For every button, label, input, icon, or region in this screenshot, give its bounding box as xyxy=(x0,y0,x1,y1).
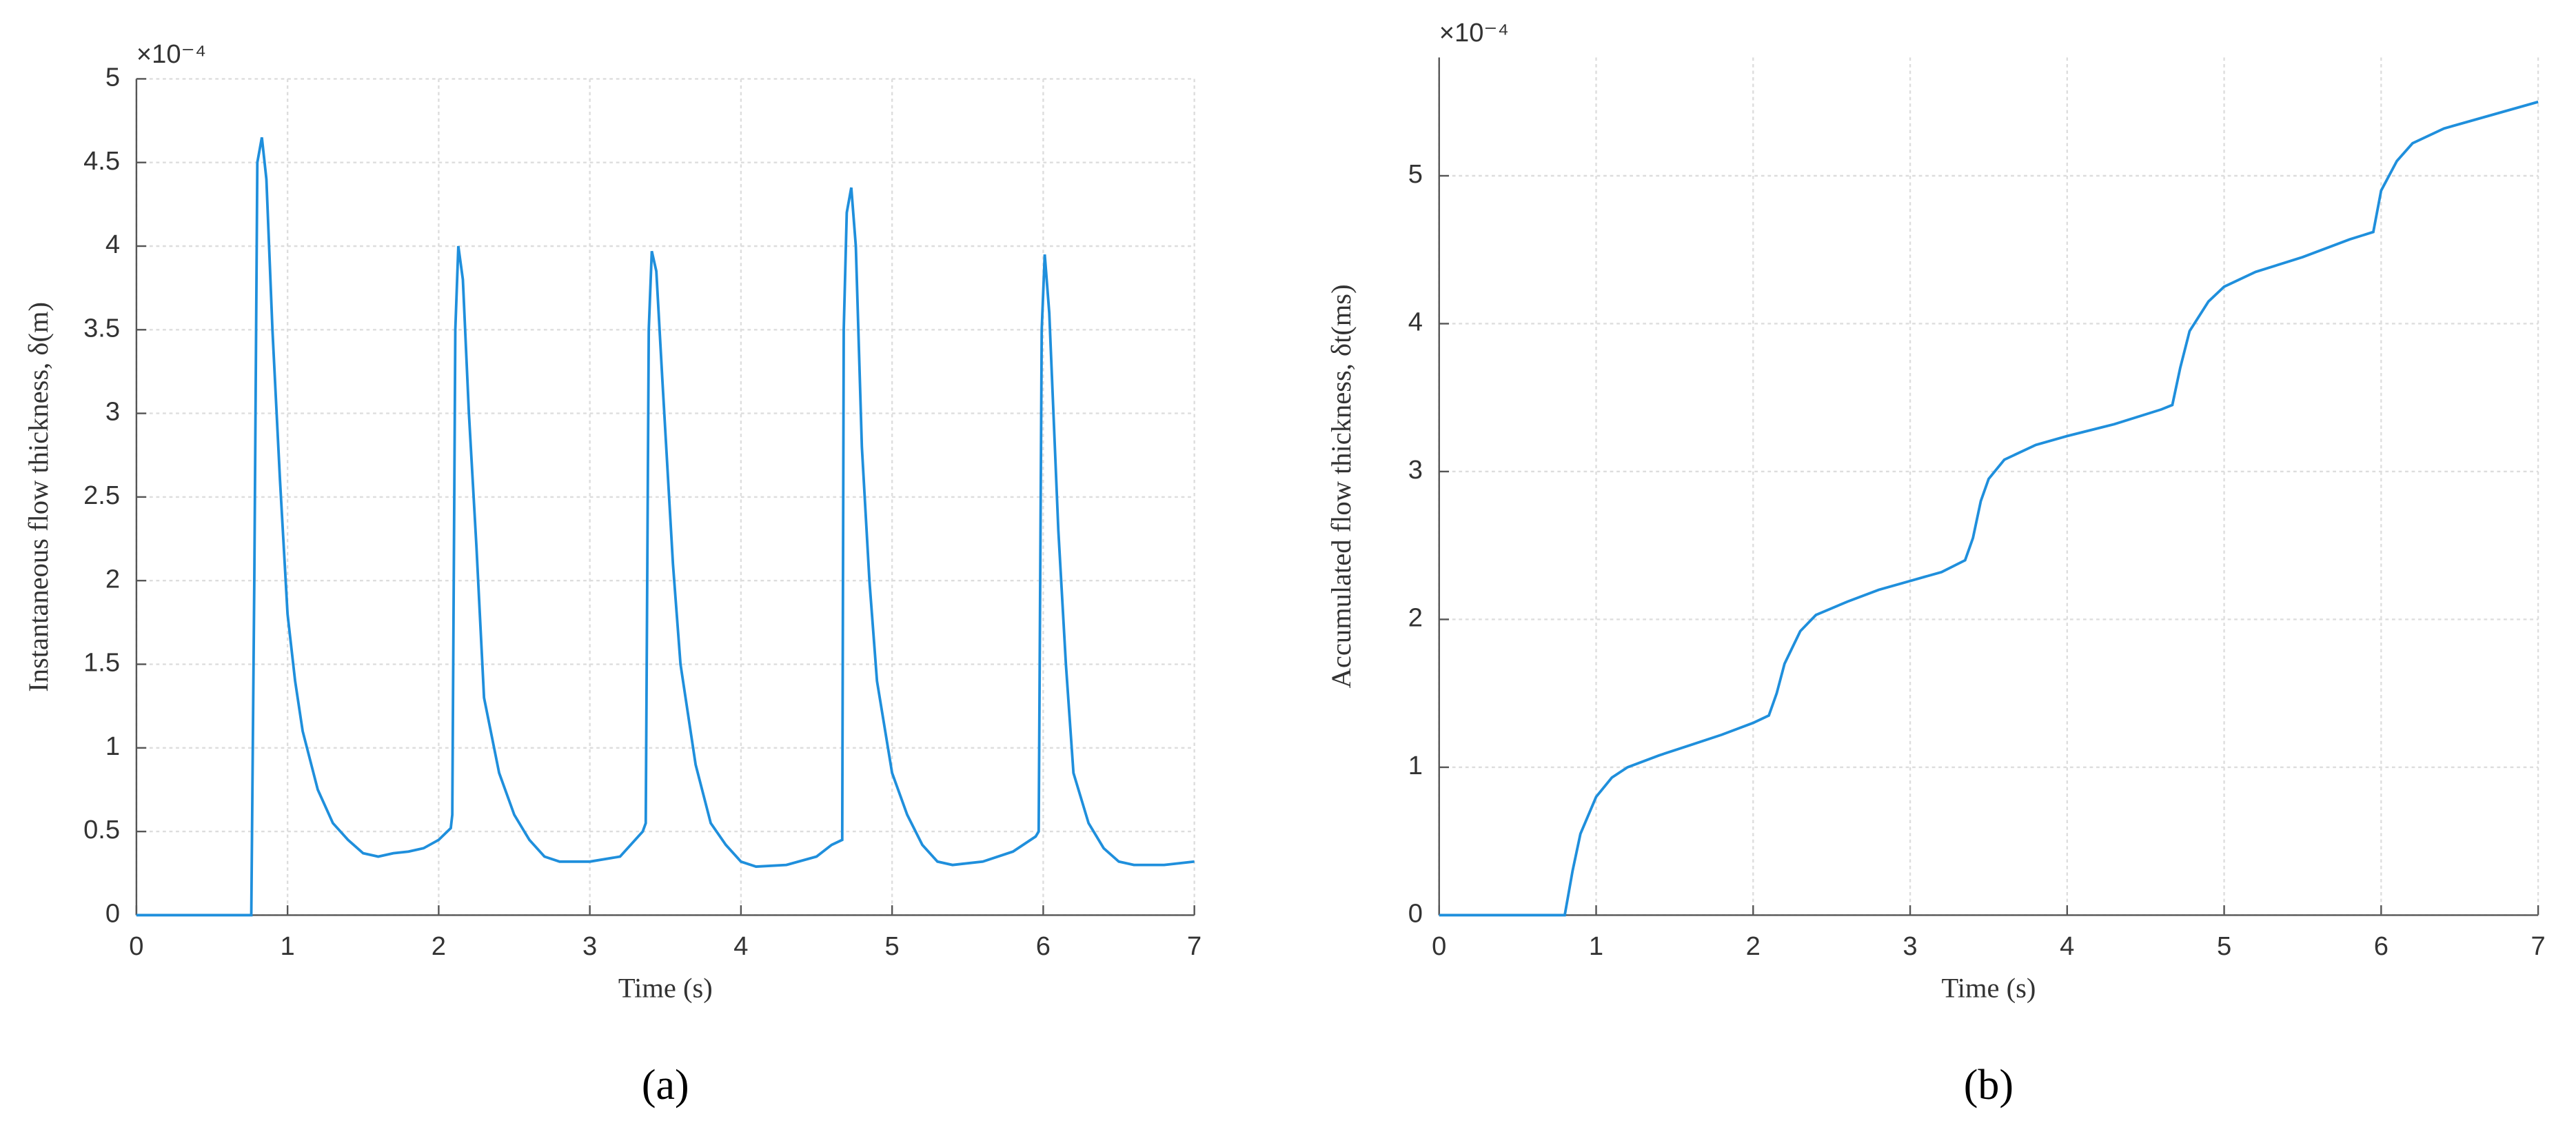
x-tick-label: 5 xyxy=(885,931,900,961)
x-tick-label: 1 xyxy=(281,931,295,961)
y-tick-label: 0 xyxy=(1408,899,1423,929)
y-tick-label: 1 xyxy=(105,731,120,761)
y-axis-label: Accumulated flow thickness, δt(ms) xyxy=(1326,284,1357,688)
x-axis-label: Time (s) xyxy=(1941,972,2036,1003)
y-tick-label: 5 xyxy=(1408,159,1423,189)
x-tick-label: 3 xyxy=(1903,931,1917,961)
y-tick-label: 3 xyxy=(1408,455,1423,485)
x-tick-label: 1 xyxy=(1589,931,1603,961)
x-tick-label: 6 xyxy=(1036,931,1051,961)
x-tick-label: 7 xyxy=(1187,931,1201,961)
y-tick-label: 2.5 xyxy=(83,481,120,510)
y-tick-label: 0.5 xyxy=(83,815,120,845)
y-tick-label: 3.5 xyxy=(83,313,120,343)
data-line xyxy=(136,137,1195,917)
data-line xyxy=(1439,100,2539,917)
x-tick-label: 3 xyxy=(582,931,597,961)
x-tick-label: 4 xyxy=(2060,931,2074,961)
x-axis-label: Time (s) xyxy=(618,972,713,1003)
y-axis-label: Instantaneous flow thickness, δ(m) xyxy=(23,302,54,692)
exponent-label: ×10⁻⁴ xyxy=(1439,18,1509,48)
x-tick-label: 0 xyxy=(1432,931,1446,961)
x-tick-label: 7 xyxy=(2531,931,2545,961)
x-tick-label: 2 xyxy=(1746,931,1761,961)
y-tick-label: 3 xyxy=(105,397,120,427)
y-tick-label: 0 xyxy=(105,899,120,929)
exponent-label: ×10⁻⁴ xyxy=(136,39,206,69)
caption: (a) xyxy=(642,1062,689,1109)
x-tick-label: 2 xyxy=(432,931,446,961)
x-tick-label: 0 xyxy=(129,931,143,961)
y-tick-label: 1 xyxy=(1408,751,1423,780)
y-tick-label: 2 xyxy=(105,564,120,594)
x-tick-label: 6 xyxy=(2374,931,2389,961)
x-tick-label: 4 xyxy=(733,931,748,961)
y-tick-label: 4 xyxy=(105,230,120,259)
caption: (b) xyxy=(1964,1062,2014,1109)
y-tick-label: 5 xyxy=(105,62,120,92)
y-tick-label: 4.5 xyxy=(83,146,120,176)
y-tick-label: 1.5 xyxy=(83,648,120,678)
y-tick-label: 2 xyxy=(1408,603,1423,633)
x-tick-label: 5 xyxy=(2217,931,2231,961)
y-tick-label: 4 xyxy=(1408,307,1423,337)
